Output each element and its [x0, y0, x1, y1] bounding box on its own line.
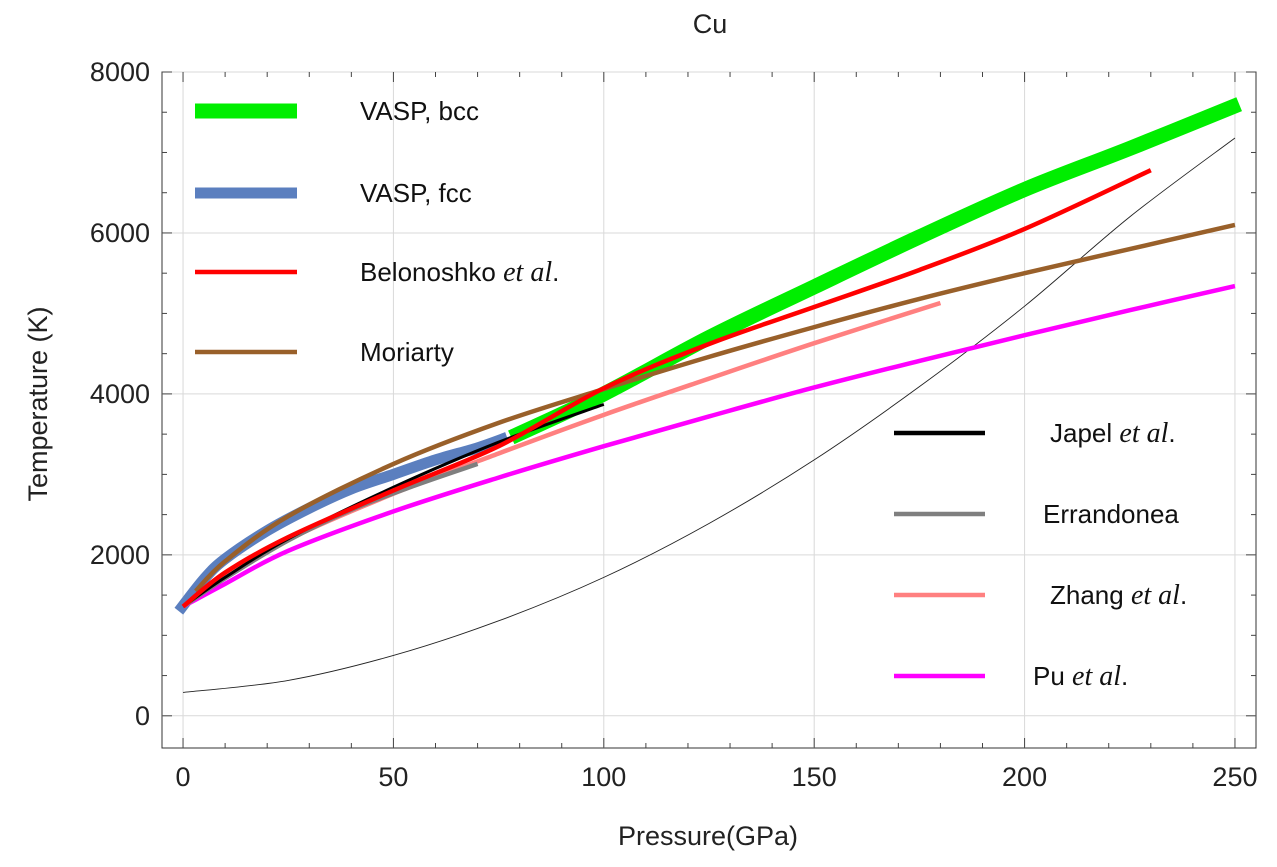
x-tick-label: 0 — [176, 762, 191, 792]
series-line-zhang-et-al — [181, 300, 942, 609]
legend-label-errandonea: Errandonea — [1043, 499, 1179, 529]
legend-label-japel-et-al: Japel et al. — [1050, 418, 1176, 449]
y-tick-label: 2000 — [90, 540, 150, 570]
y-tick-label: 8000 — [90, 57, 150, 87]
y-tick-label: 0 — [135, 701, 150, 731]
x-tick-label: 100 — [581, 762, 626, 792]
legend-label-moriarty: Moriarty — [360, 337, 454, 367]
x-tick-label: 250 — [1212, 762, 1257, 792]
grid-layer — [162, 71, 1256, 748]
x-tick-label: 150 — [792, 762, 837, 792]
x-tick-label: 50 — [378, 762, 408, 792]
x-axis-title: Pressure(GPa) — [618, 821, 798, 851]
legend-label-vasp-bcc: VASP, bcc — [360, 96, 479, 126]
ticks-layer: 0 50 100 150 200 250 0 2000 4000 6000 8000 — [90, 57, 1258, 792]
legend-label-vasp-fcc: VASP, fcc — [360, 178, 472, 208]
legend-layer: VASP, bcc VASP, fcc Belonoshko et al. Moria… — [195, 96, 1187, 692]
series-line-pu-et-al — [181, 283, 1236, 609]
series-line-vasp-bcc — [508, 97, 1242, 445]
y-axis-title: Temperature (K) — [23, 306, 53, 501]
y-tick-label: 6000 — [90, 218, 150, 248]
x-tick-label: 200 — [1002, 762, 1047, 792]
series-line-moriarty — [194, 222, 1236, 593]
y-tick-label: 4000 — [90, 379, 150, 409]
chart-title: Cu — [693, 9, 728, 39]
series-layer — [174, 97, 1242, 693]
series-line-belonoshko-et-al — [181, 168, 1152, 609]
plot-frame — [161, 71, 1257, 749]
series-line-reference — [182, 137, 1236, 693]
legend-label-zhang-et-al: Zhang et al. — [1050, 580, 1187, 611]
legend-label-belonoshko-et-al: Belonoshko et al. — [360, 257, 559, 288]
legend-label-pu-et-al: Pu et al. — [1033, 661, 1128, 692]
